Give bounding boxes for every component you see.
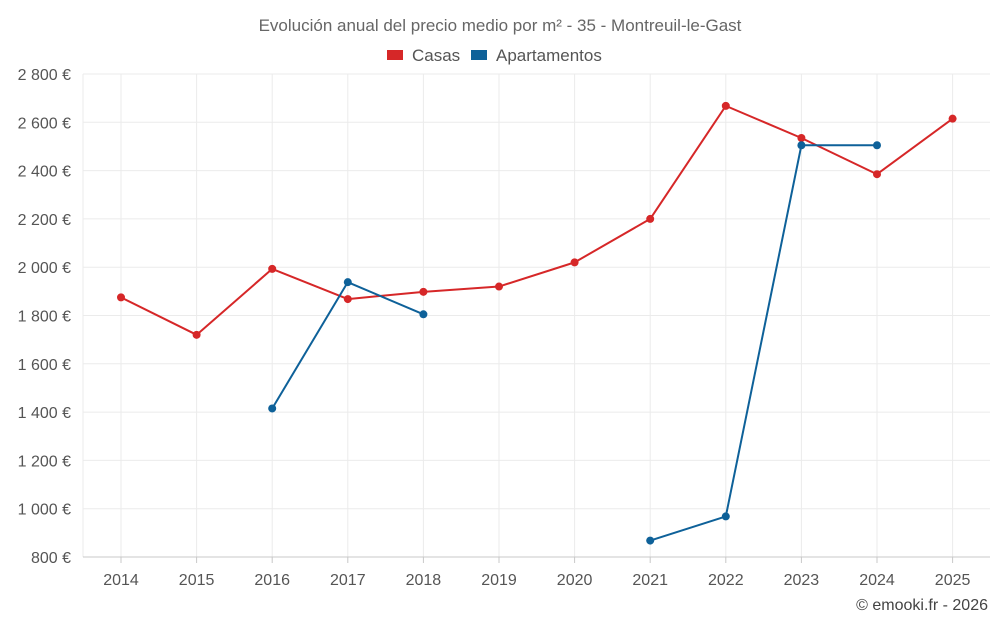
x-tick-label: 2020 [557, 572, 593, 589]
series-layer [117, 101, 957, 545]
legend-swatch-casas [387, 50, 403, 60]
x-tick-label: 2023 [784, 572, 820, 589]
y-tick-label: 1 000 € [18, 502, 71, 519]
data-point-casas-2022 [721, 101, 730, 110]
series-line-casas [120, 104, 954, 336]
y-tick-label: 1 800 € [18, 309, 71, 326]
x-tick-label: 2025 [935, 572, 971, 589]
y-tick-label: 2 200 € [18, 212, 71, 229]
data-point-apartamentos-2018 [419, 310, 428, 319]
data-point-apartamentos-2024 [873, 141, 881, 150]
axes: 800 € 1 000 € 1 200 € 1 400 € 1 600 € 1 800 €… [18, 67, 990, 589]
y-tick-label: 1 600 € [18, 357, 71, 374]
legend-label-apartamentos: Apartamentos [496, 46, 602, 65]
legend: Casas Apartamentos [387, 46, 602, 65]
x-tick-label: 2017 [330, 572, 366, 589]
legend-swatch-apartamentos [471, 50, 487, 60]
x-tick-label: 2015 [179, 572, 215, 589]
x-tick-label: 2021 [632, 572, 668, 589]
data-point-casas-2018 [419, 287, 428, 296]
x-tick-label: 2014 [103, 572, 139, 589]
x-tick-label: 2016 [254, 572, 290, 589]
x-tick-label: 2019 [481, 572, 517, 589]
data-point-casas-2021 [646, 214, 655, 223]
data-point-casas-2015 [192, 330, 201, 339]
y-tick-label: 2 400 € [18, 164, 71, 181]
data-point-casas-2024 [873, 170, 881, 179]
data-point-casas-2017 [343, 295, 352, 304]
data-point-casas-2014 [117, 293, 125, 302]
y-tick-label: 2 800 € [18, 67, 71, 84]
x-tick-label: 2022 [708, 572, 744, 589]
y-tick-label: 2 000 € [18, 260, 71, 277]
data-point-casas-2016 [268, 264, 277, 273]
y-tick-label: 2 600 € [18, 115, 71, 132]
y-tick-label: 800 € [31, 550, 71, 567]
y-tick-label: 1 400 € [18, 405, 71, 422]
x-tick-label: 2018 [406, 572, 442, 589]
grid [82, 73, 990, 557]
data-point-apartamentos-2016 [268, 404, 277, 413]
y-tick-label: 1 200 € [18, 453, 71, 470]
data-point-casas-2020 [570, 258, 579, 267]
series-apartamentos [268, 141, 881, 545]
x-tick-label: 2024 [859, 572, 895, 589]
data-point-casas-2019 [495, 282, 503, 291]
data-point-apartamentos-2017 [343, 278, 352, 287]
data-point-apartamentos-2021 [646, 536, 655, 545]
data-point-casas-2023 [797, 133, 806, 142]
data-point-apartamentos-2022 [721, 512, 730, 521]
legend-label-casas: Casas [412, 46, 460, 65]
data-point-casas-2025 [948, 114, 957, 123]
data-point-apartamentos-2023 [797, 141, 806, 150]
chart-title: Evolución anual del precio medio por m² … [259, 16, 742, 35]
series-casas [117, 101, 957, 339]
credit-text: © emooki.fr - 2026 [856, 597, 988, 614]
series-line-apartamentos [649, 144, 877, 542]
